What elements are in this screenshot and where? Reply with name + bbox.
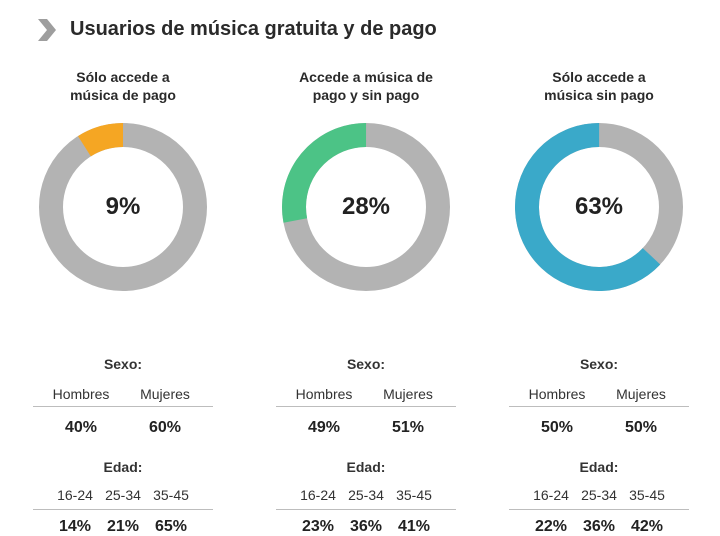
age-25-34-value: 36% xyxy=(582,518,616,535)
chart-column-paid-and-free: Accede a música de pago y sin pago 28% S… xyxy=(251,68,481,536)
hombres-value: 50% xyxy=(540,419,574,436)
donut-svg xyxy=(282,123,450,291)
edad-label: Edad: xyxy=(103,459,143,475)
chart-title-line-1: Sólo accede a xyxy=(552,69,646,85)
sexo-values-row: 49% 51% xyxy=(251,419,481,437)
age-16-24-value: 22% xyxy=(534,518,568,535)
sexo-label: Sexo: xyxy=(103,356,143,372)
edad-divider xyxy=(33,509,213,510)
hombres-header: Hombres xyxy=(52,386,110,402)
donut-value-label: 9% xyxy=(105,193,141,220)
sexo-header-row: Hombres Mujeres xyxy=(484,386,714,402)
donut-segment-value xyxy=(39,123,207,291)
age-35-45-value: 41% xyxy=(397,518,431,535)
age-35-45-value: 65% xyxy=(154,518,188,535)
edad-label: Edad: xyxy=(346,459,386,475)
chart-title-line-1: Sólo accede a xyxy=(76,69,170,85)
chart-title-line-2: pago y sin pago xyxy=(312,87,420,103)
edad-header-row: 16-24 25-34 35-45 xyxy=(484,487,714,503)
sexo-divider xyxy=(509,406,689,407)
donut-segment-value xyxy=(282,123,450,291)
chart-title: Sólo accede a música de pago xyxy=(8,68,238,108)
donut-value-label: 63% xyxy=(574,193,624,220)
donut-chart: 63% xyxy=(514,122,684,292)
age-35-45-value: 42% xyxy=(630,518,664,535)
age-16-24-header: 16-24 xyxy=(57,487,93,503)
age-25-34-header: 25-34 xyxy=(105,487,141,503)
sexo-values-row: 50% 50% xyxy=(484,419,714,437)
sexo-values-row: 40% 60% xyxy=(8,419,238,437)
age-35-45-header: 35-45 xyxy=(629,487,665,503)
chart-title-line-2: música sin pago xyxy=(544,87,654,103)
edad-divider xyxy=(509,509,689,510)
age-35-45-header: 35-45 xyxy=(153,487,189,503)
sexo-divider xyxy=(33,406,213,407)
age-35-45-header: 35-45 xyxy=(396,487,432,503)
mujeres-header: Mujeres xyxy=(140,386,190,402)
chart-column-paid-only: Sólo accede a música de pago 9% Sexo: Ho… xyxy=(8,68,238,536)
mujeres-value: 50% xyxy=(624,419,658,436)
sexo-header-row: Hombres Mujeres xyxy=(8,386,238,402)
page-title: Usuarios de música gratuita y de pago xyxy=(70,18,437,40)
donut-svg xyxy=(515,123,683,291)
edad-divider xyxy=(276,509,456,510)
edad-label: Edad: xyxy=(579,459,619,475)
hombres-value: 49% xyxy=(307,419,341,436)
mujeres-value: 51% xyxy=(391,419,425,436)
chart-title-line-2: música de pago xyxy=(70,87,176,103)
edad-values-row: 14% 21% 65% xyxy=(8,518,238,536)
mujeres-value: 60% xyxy=(148,419,182,436)
age-16-24-header: 16-24 xyxy=(533,487,569,503)
age-25-34-value: 21% xyxy=(106,518,140,535)
donut-value-label: 28% xyxy=(341,193,391,220)
edad-values-row: 22% 36% 42% xyxy=(484,518,714,536)
age-25-34-value: 36% xyxy=(349,518,383,535)
age-16-24-header: 16-24 xyxy=(300,487,336,503)
donut-segment-value xyxy=(515,123,683,291)
age-25-34-header: 25-34 xyxy=(581,487,617,503)
age-16-24-value: 23% xyxy=(301,518,335,535)
hombres-header: Hombres xyxy=(528,386,586,402)
sexo-label: Sexo: xyxy=(346,356,386,372)
donut-chart: 28% xyxy=(281,122,451,292)
sexo-header-row: Hombres Mujeres xyxy=(251,386,481,402)
chart-column-free-only: Sólo accede a música sin pago 63% Sexo: … xyxy=(484,68,714,536)
header: Usuarios de música gratuita y de pago xyxy=(38,18,437,41)
sexo-label: Sexo: xyxy=(579,356,619,372)
chevron-right-icon xyxy=(38,18,56,41)
hombres-header: Hombres xyxy=(295,386,353,402)
age-25-34-header: 25-34 xyxy=(348,487,384,503)
donut-svg xyxy=(39,123,207,291)
mujeres-header: Mujeres xyxy=(616,386,666,402)
mujeres-header: Mujeres xyxy=(383,386,433,402)
edad-header-row: 16-24 25-34 35-45 xyxy=(8,487,238,503)
sexo-divider xyxy=(276,406,456,407)
chart-title: Accede a música de pago y sin pago xyxy=(251,68,481,108)
edad-values-row: 23% 36% 41% xyxy=(251,518,481,536)
edad-header-row: 16-24 25-34 35-45 xyxy=(251,487,481,503)
chart-title: Sólo accede a música sin pago xyxy=(484,68,714,108)
donut-chart: 9% xyxy=(38,122,208,292)
hombres-value: 40% xyxy=(64,419,98,436)
chart-title-line-1: Accede a música de xyxy=(299,69,433,85)
age-16-24-value: 14% xyxy=(58,518,92,535)
